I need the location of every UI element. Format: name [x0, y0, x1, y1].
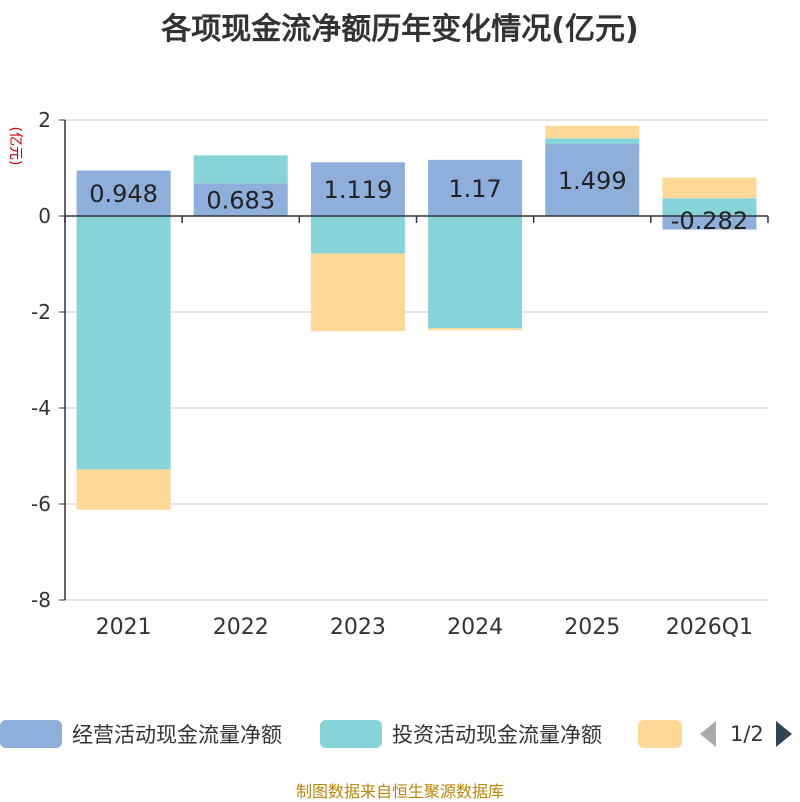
- data-label-2024: 1.17: [448, 175, 501, 203]
- legend-item-investing[interactable]: 投资活动现金流量净额: [320, 716, 602, 752]
- legend-label-operating: 经营活动现金流量净额: [72, 723, 282, 747]
- bar-financing-2023: [310, 253, 405, 332]
- bar-financing-2026Q1: [662, 177, 757, 199]
- cash-flow-chart: 2 0 -2 -4 -6 -8 (亿元) 2021 2022 2023 2024 2025 2026Q1…: [7, 108, 769, 640]
- bar-financing-2021: [76, 469, 171, 510]
- legend-item-operating[interactable]: 经营活动现金流量净额: [0, 716, 282, 752]
- y-tick-label: 0: [38, 204, 51, 228]
- bar-investing-2025: [545, 138, 640, 145]
- bar-investing-2022: [193, 155, 288, 184]
- data-label-2025: 1.499: [558, 167, 627, 195]
- y-tick-label: -8: [31, 588, 51, 612]
- chart-title: 各项现金流净额历年变化情况(亿元): [161, 12, 639, 47]
- y-tick-label: -6: [31, 492, 51, 516]
- legend-swatch-operating: [0, 720, 62, 748]
- data-label-2022: 0.683: [206, 187, 275, 215]
- bar-investing-2021: [76, 216, 171, 470]
- bar-operating-2023: [310, 162, 405, 216]
- bar-operating-2021: [76, 170, 171, 216]
- bar-financing-2024: [428, 328, 523, 331]
- y-tick-label: -4: [31, 396, 51, 420]
- data-source-note: 制图数据来自恒生聚源数据库: [295, 782, 504, 801]
- legend-swatch-investing: [320, 720, 382, 748]
- x-tick-label-2023: 2023: [330, 615, 386, 640]
- x-tick-label-2022: 2022: [213, 615, 269, 640]
- x-tick-label-2024: 2024: [447, 615, 503, 640]
- bar-investing-2026Q1: [662, 198, 757, 216]
- bar-financing-2025: [545, 125, 640, 139]
- x-tick-label-2021: 2021: [96, 615, 152, 640]
- bar-investing-2023: [310, 216, 405, 254]
- x-tick-label-2025: 2025: [564, 615, 620, 640]
- legend-swatch-financing: [638, 720, 682, 748]
- x-tick-label-2026Q1: 2026Q1: [666, 615, 753, 640]
- bar-investing-2024: [428, 216, 523, 329]
- data-label-2023: 1.119: [324, 176, 393, 204]
- bar-operating-2022: [193, 183, 288, 216]
- legend-item-financing[interactable]: [638, 716, 682, 752]
- legend-page-indicator: 1/2: [730, 722, 764, 746]
- y-tick-label: -2: [31, 300, 51, 324]
- data-label-2021: 0.948: [89, 180, 158, 208]
- legend-pager: 1/2: [700, 716, 792, 752]
- legend: 经营活动现金流量净额 投资活动现金流量净额 1/2: [0, 716, 800, 756]
- y-axis-unit-label: (亿元): [7, 127, 23, 166]
- prev-page-icon[interactable]: [700, 721, 716, 747]
- bar-operating-2026Q1: [662, 216, 757, 230]
- bar-operating-2025: [545, 144, 640, 216]
- next-page-icon[interactable]: [775, 721, 792, 747]
- legend-label-investing: 投资活动现金流量净额: [392, 723, 602, 747]
- y-tick-label: 2: [38, 108, 51, 132]
- data-label-2026Q1: -0.282: [671, 207, 748, 235]
- bar-operating-2024: [428, 159, 523, 216]
